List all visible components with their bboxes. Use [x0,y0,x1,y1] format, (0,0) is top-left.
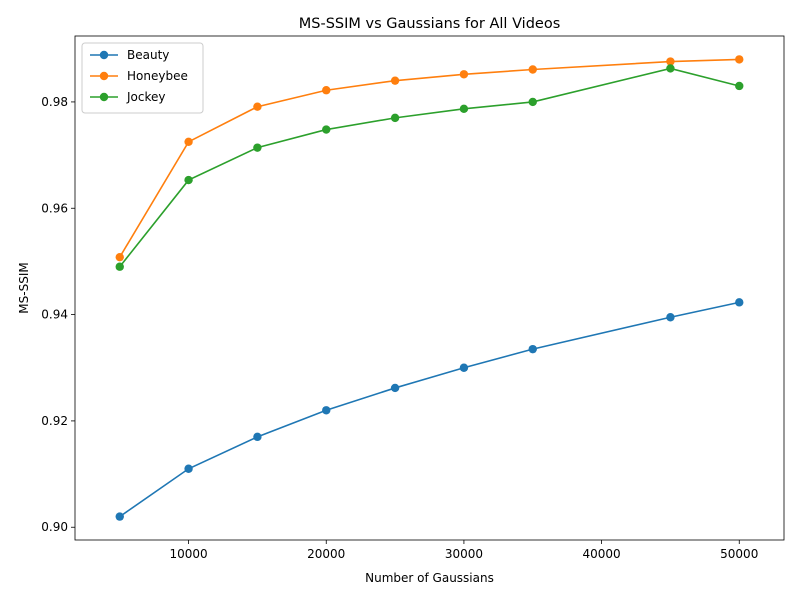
plot-area: 10000 20000 30000 40000 50000 0.90 0.92 0.94 0.9… [41,35,785,561]
data-point-jockey [253,143,262,152]
x-tick-label: 10000 [169,547,207,561]
data-point-beauty [735,298,744,307]
data-point-honeybee [459,70,469,79]
data-point-jockey [322,125,331,134]
data-point-beauty [666,313,675,322]
y-tick-label: 0.98 [41,95,68,109]
data-point-beauty [184,464,193,473]
data-point-beauty [322,406,331,415]
data-point-jockey [528,97,537,107]
data-point-honeybee [322,86,331,95]
data-point-jockey [735,81,744,91]
data-point-honeybee [528,65,537,74]
legend-marker-honeybee [99,71,109,81]
data-point-beauty [528,344,537,354]
legend-label-jockey: Jockey [126,90,165,104]
data-point-beauty [115,512,124,521]
x-tick-label: 50000 [720,547,758,561]
y-tick-label: 0.94 [41,308,68,322]
y-tick-label: 0.90 [41,520,68,534]
data-point-jockey [390,113,400,123]
x-tick-label: 40000 [582,547,620,561]
data-point-jockey [184,175,193,185]
data-point-honeybee [735,55,744,64]
x-tick-label: 30000 [445,547,483,561]
plot-frame [74,35,785,541]
data-point-honeybee [115,252,124,262]
chart-title: MS-SSIM vs Gaussians for All Videos [299,16,561,32]
data-point-beauty [390,383,400,393]
x-axis-label: Number of Gaussians [365,571,494,585]
data-point-jockey [115,262,124,271]
legend-label-honeybee: Honeybee [127,69,188,83]
legend-label-beauty: Beauty [127,48,169,62]
data-point-honeybee [666,57,675,66]
y-tick-label: 0.96 [41,201,68,215]
data-point-honeybee [390,76,400,85]
y-tick-label: 0.92 [41,414,68,428]
legend: Beauty Honeybee Jockey [81,42,204,114]
legend-marker-beauty [99,50,109,60]
legend-box [81,42,204,114]
legend-marker-jockey [99,92,109,102]
data-point-jockey [666,64,675,73]
data-point-jockey [459,104,469,114]
data-point-beauty [459,363,469,372]
data-point-honeybee [184,137,193,146]
y-axis-label: MS-SSIM [17,262,31,313]
x-tick-label: 20000 [307,547,345,561]
data-point-honeybee [253,102,262,111]
data-point-beauty [253,432,262,442]
